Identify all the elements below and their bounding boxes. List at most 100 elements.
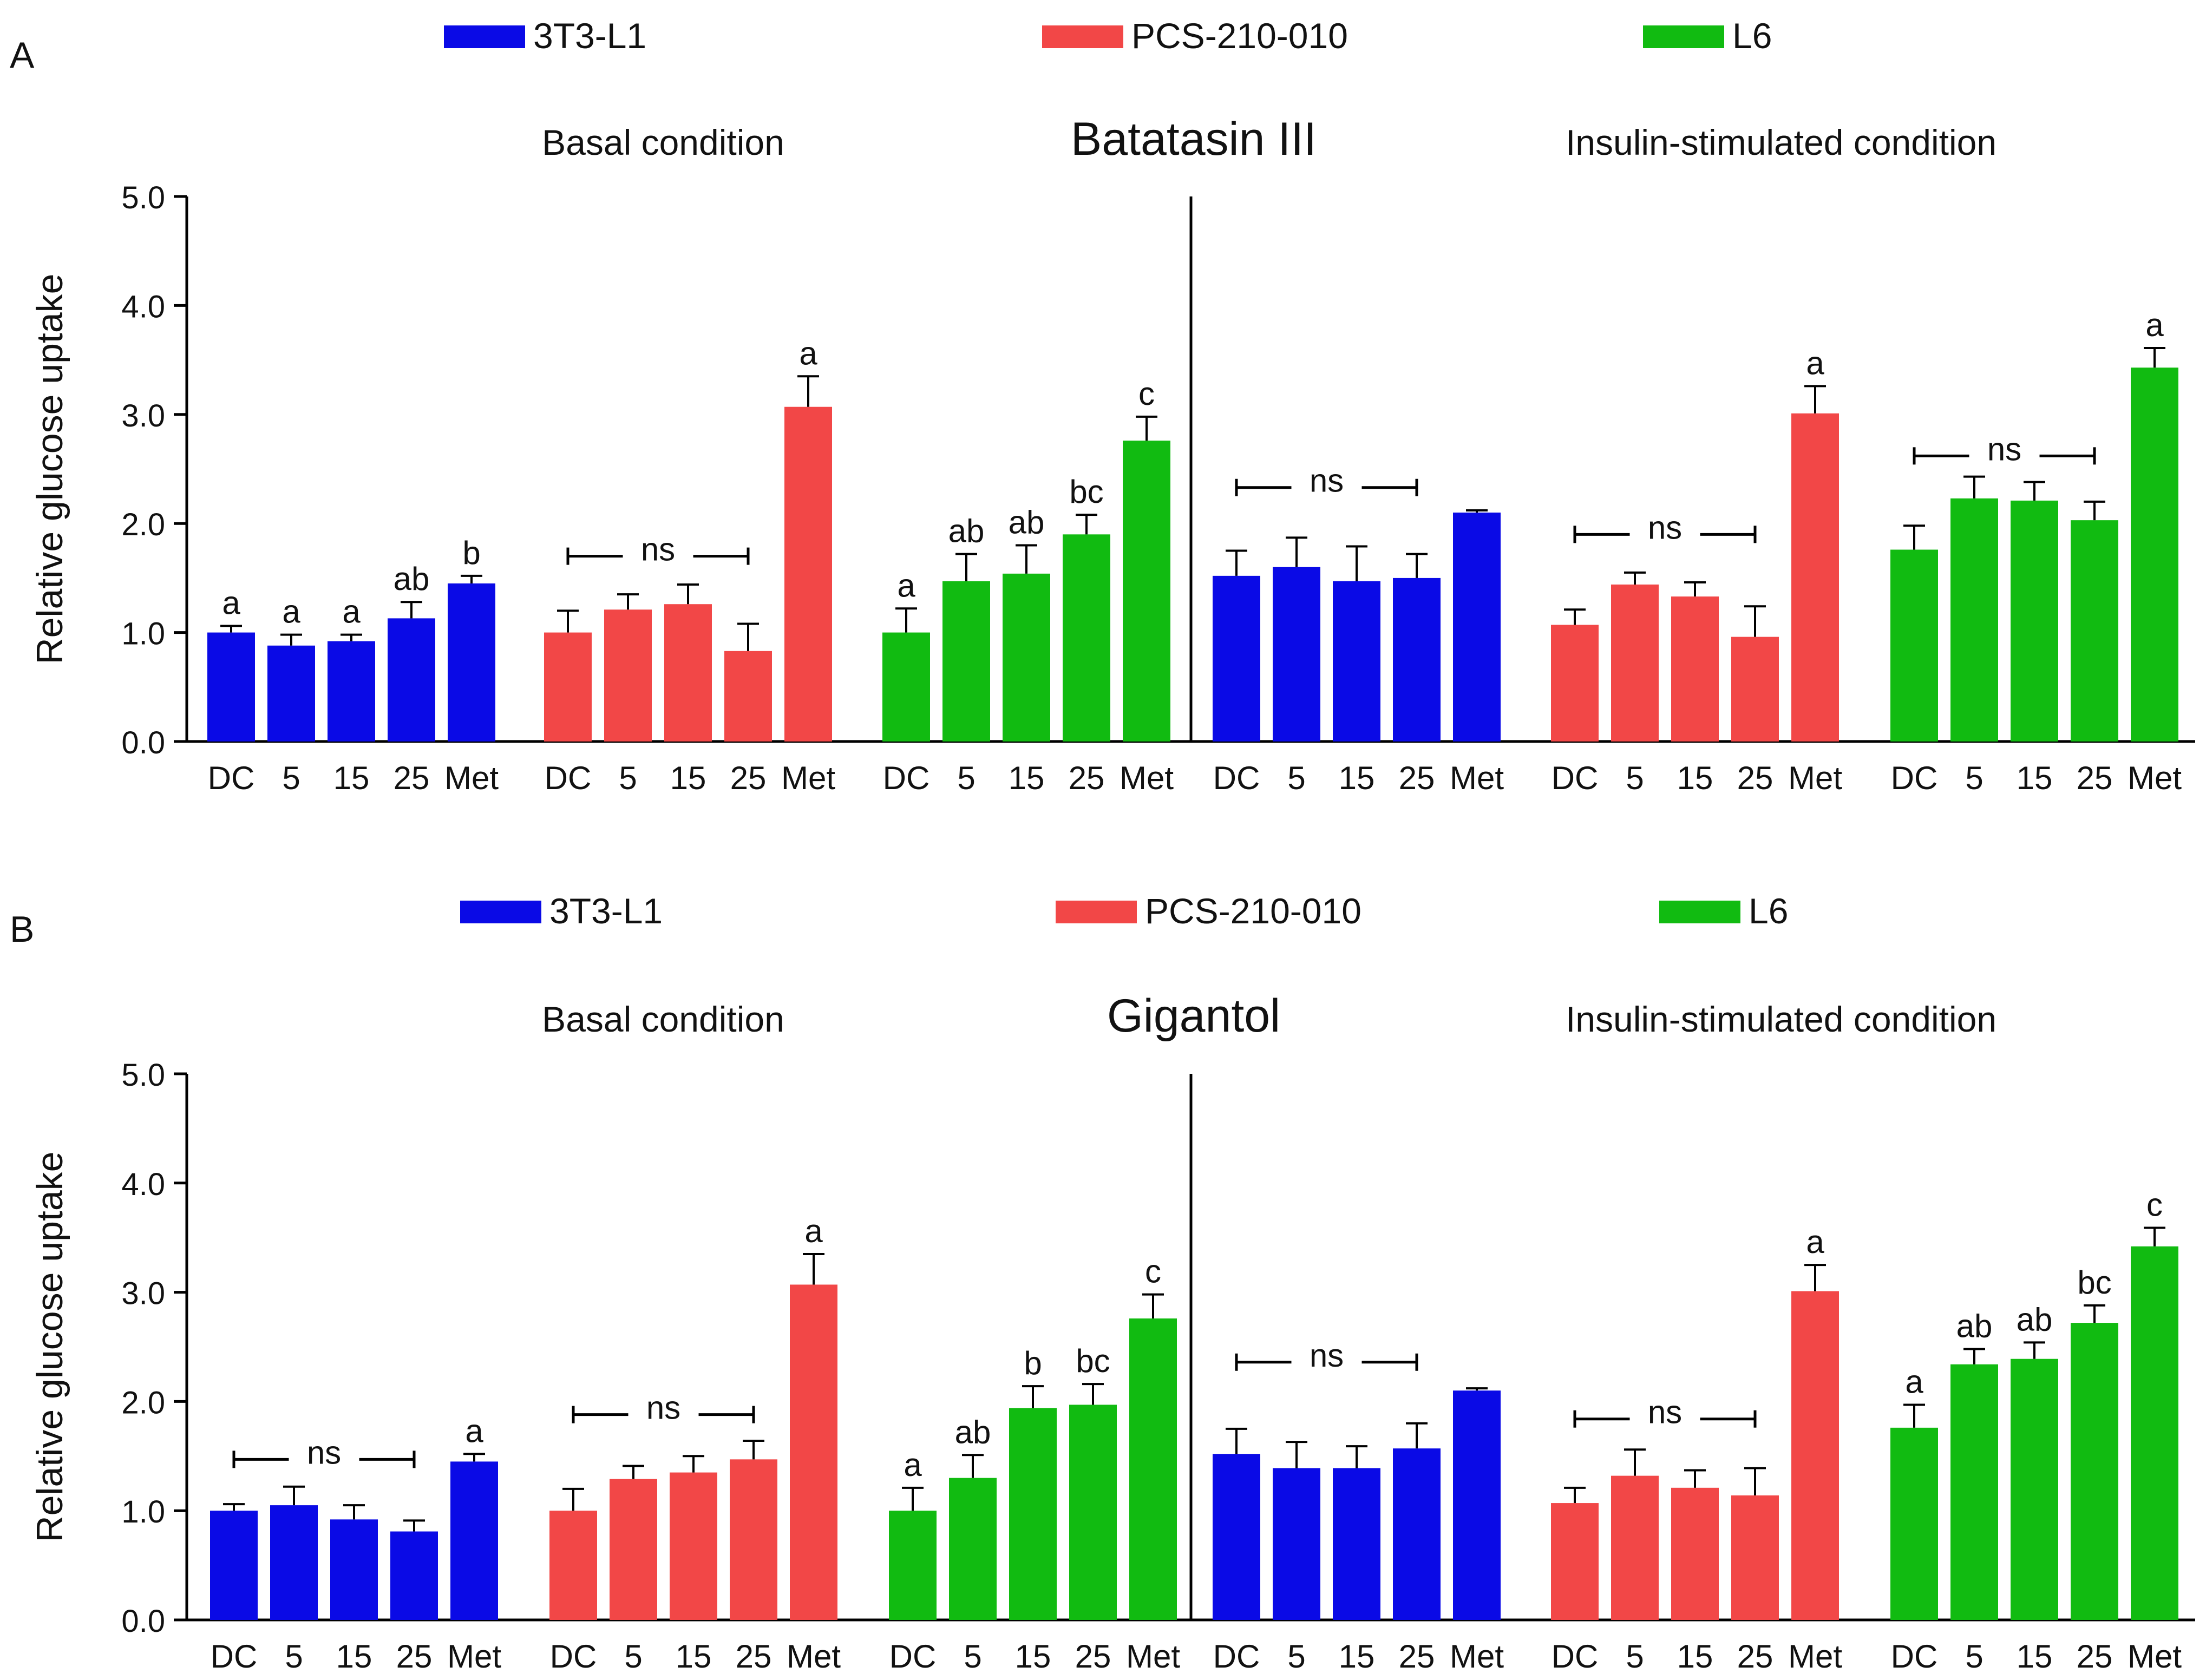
x-tick-label: 5 [1965, 1638, 1983, 1675]
condition-title: Insulin-stimulated condition [1566, 122, 1996, 162]
x-tick-label: 15 [1015, 1638, 1051, 1675]
significance-letter: c [2146, 1187, 2163, 1223]
chart-title: Gigantol [1107, 990, 1280, 1042]
condition-title: Basal condition [542, 999, 784, 1039]
bar [390, 1531, 438, 1620]
significance-letter: c [1138, 376, 1155, 412]
x-tick-label: Met [1126, 1638, 1180, 1675]
x-tick-label: DC [889, 1638, 937, 1675]
x-tick-label: 15 [676, 1638, 712, 1675]
x-tick-label: Met [1788, 760, 1842, 796]
bar [1273, 1468, 1320, 1620]
x-tick-label: 15 [1339, 1638, 1375, 1675]
bar [544, 632, 592, 741]
bar [1611, 1475, 1659, 1620]
y-axis-label: Relative glucose uptake [29, 1151, 70, 1542]
x-tick-label: Met [1788, 1638, 1842, 1675]
x-tick-label: 25 [736, 1638, 772, 1675]
x-tick-label: 5 [1965, 760, 1983, 796]
bar [1551, 625, 1599, 741]
bar [882, 632, 930, 741]
legend-swatch [1643, 25, 1724, 48]
x-tick-label: Met [2128, 1638, 2182, 1675]
significance-letter: a [465, 1413, 483, 1449]
bar [1611, 584, 1659, 741]
bar [670, 1472, 717, 1620]
x-tick-label: DC [208, 760, 255, 796]
x-tick-label: 25 [1399, 1638, 1435, 1675]
y-tick-label: 3.0 [121, 398, 165, 434]
x-tick-label: DC [1552, 1638, 1599, 1675]
bar [664, 604, 712, 741]
x-tick-label: 15 [333, 760, 370, 796]
x-tick-label: 15 [1677, 1638, 1713, 1675]
x-tick-label: 25 [2077, 1638, 2113, 1675]
bar [2071, 1323, 2118, 1620]
x-tick-label: 5 [1626, 1638, 1644, 1675]
bar [1213, 1454, 1260, 1620]
ns-label: ns [646, 1390, 680, 1426]
significance-letter: b [1024, 1345, 1042, 1381]
panel-b: B 3T3-L1 PCS-210-010 L6 Basal condition Gigan… [10, 891, 2195, 1675]
bar [610, 1479, 657, 1620]
x-tick-label: Met [787, 1638, 841, 1675]
significance-letter: bc [1069, 474, 1103, 510]
bar [790, 1284, 837, 1620]
y-tick-label: 1.0 [121, 1494, 165, 1530]
bar [2011, 1359, 2058, 1620]
significance-letter: a [222, 585, 240, 621]
x-tick-label: DC [550, 1638, 597, 1675]
ns-label: ns [1987, 431, 2021, 467]
ns-label: ns [1310, 463, 1344, 499]
bar [1069, 1405, 1117, 1620]
bar [949, 1478, 997, 1620]
bar [730, 1459, 777, 1620]
bar [450, 1461, 498, 1620]
bar [1063, 534, 1110, 741]
significance-letter: a [1806, 345, 1824, 381]
significance-letter: bc [2077, 1264, 2111, 1301]
bar [1009, 1408, 1057, 1620]
bar [1791, 1291, 1839, 1620]
bar [1671, 596, 1719, 741]
x-tick-label: Met [444, 760, 499, 796]
bar [2071, 520, 2118, 741]
panel-a: A 3T3-L1 PCS-210-010 L6 Basal condition Batat… [10, 16, 2195, 796]
bar [942, 581, 990, 741]
legend-label: PCS-210-010 [1145, 891, 1361, 931]
y-tick-label: 2.0 [121, 1385, 165, 1420]
bar [1273, 567, 1320, 741]
bar [1213, 575, 1260, 741]
significance-letter: a [1806, 1224, 1824, 1260]
x-tick-label: 5 [282, 760, 300, 796]
legend-label: 3T3-L1 [549, 891, 663, 931]
x-tick-label: 15 [1339, 760, 1375, 796]
x-tick-label: DC [883, 760, 930, 796]
ns-label: ns [1648, 509, 1682, 546]
x-tick-label: 15 [2017, 760, 2053, 796]
condition-title: Insulin-stimulated condition [1566, 999, 1996, 1039]
significance-letter: a [897, 567, 915, 603]
significance-letter: a [282, 594, 300, 630]
x-tick-label: 25 [1737, 1638, 1773, 1675]
bar [2011, 500, 2058, 741]
x-tick-label: Met [781, 760, 835, 796]
x-tick-label: 15 [670, 760, 706, 796]
x-tick-label: 25 [394, 760, 430, 796]
x-tick-label: 5 [624, 1638, 642, 1675]
bar [1731, 1495, 1779, 1620]
significance-letter: c [1145, 1254, 1161, 1290]
legend-swatch [1659, 901, 1740, 923]
bar [2131, 368, 2178, 741]
bar [1791, 413, 1839, 741]
x-tick-label: DC [1891, 760, 1938, 796]
panel-label: A [10, 35, 35, 76]
x-tick-label: 15 [336, 1638, 372, 1675]
bar [1731, 636, 1779, 741]
bar [1890, 1427, 1938, 1620]
bar [1453, 513, 1501, 741]
ns-label: ns [307, 1434, 341, 1471]
bar [1393, 1448, 1441, 1620]
y-tick-label: 2.0 [121, 507, 165, 542]
significance-letter: b [462, 535, 480, 571]
